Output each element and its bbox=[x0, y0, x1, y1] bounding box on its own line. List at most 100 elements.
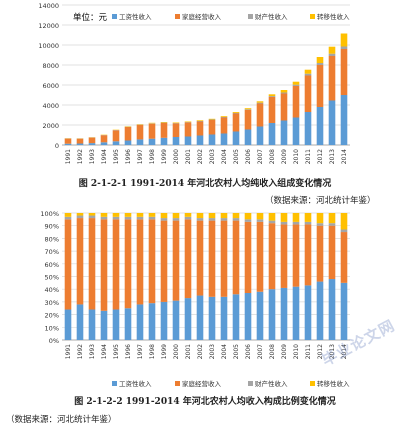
bar-segment-3 bbox=[148, 216, 156, 220]
bar-segment-2 bbox=[340, 232, 348, 283]
x-tick-label: 2009 bbox=[281, 149, 288, 164]
x-tick-label: 2002 bbox=[197, 344, 204, 359]
x-tick-label: 1999 bbox=[161, 344, 168, 359]
bar-segment-3 bbox=[340, 229, 348, 233]
x-tick-label: 2012 bbox=[317, 344, 324, 359]
x-tick-label: 1992 bbox=[77, 344, 84, 359]
bar-segment-4 bbox=[292, 81, 300, 85]
legend-swatch bbox=[112, 381, 117, 386]
x-tick-label: 1994 bbox=[101, 149, 108, 164]
bar-segment-2 bbox=[148, 219, 156, 304]
bar-segment-2 bbox=[88, 218, 96, 310]
bar-segment-4 bbox=[196, 120, 204, 121]
y-tick-label: 70% bbox=[45, 248, 59, 256]
bar-segment-2 bbox=[64, 138, 72, 144]
x-tick-label: 2014 bbox=[341, 149, 348, 164]
bar-segment-2 bbox=[292, 86, 300, 118]
y-tick-label: 80% bbox=[45, 235, 59, 243]
bar-segment-2 bbox=[256, 221, 264, 292]
x-tick-label: 2011 bbox=[305, 344, 312, 359]
bar-segment-1 bbox=[112, 141, 120, 145]
legend-label: 工资性收入 bbox=[119, 12, 152, 21]
bar-segment-4 bbox=[172, 213, 180, 219]
x-tick-label: 2006 bbox=[245, 149, 252, 164]
bar-segment-3 bbox=[292, 221, 300, 225]
bar-segment-4 bbox=[148, 213, 156, 217]
legend-label: 工资性收入 bbox=[119, 379, 152, 388]
bar-segment-4 bbox=[136, 213, 144, 217]
bar-segment-3 bbox=[112, 216, 120, 220]
x-tick-label: 1992 bbox=[77, 149, 84, 164]
bar-segment-2 bbox=[328, 225, 336, 280]
bar-segment-1 bbox=[184, 136, 192, 145]
bar-segment-2 bbox=[292, 224, 300, 287]
legend-label: 财产性收入 bbox=[255, 12, 288, 21]
x-tick-label: 2009 bbox=[281, 344, 288, 359]
bar-segment-1 bbox=[292, 286, 300, 340]
bar-segment-3 bbox=[232, 218, 240, 221]
y-tick-label: 4000 bbox=[42, 102, 59, 110]
bar-segment-2 bbox=[160, 220, 168, 302]
bar-segment-3 bbox=[196, 121, 204, 122]
x-tick-label: 1993 bbox=[89, 149, 96, 164]
bar-segment-1 bbox=[316, 107, 324, 145]
bar-segment-2 bbox=[328, 56, 336, 101]
bar-segment-1 bbox=[88, 143, 96, 145]
bar-segment-1 bbox=[88, 309, 96, 340]
figure-1-caption: 图 2-1-2-1 1991-2014 年河北农村人均纯收入组成变化情况 bbox=[78, 179, 332, 189]
x-tick-label: 1991 bbox=[65, 149, 72, 164]
bar-segment-2 bbox=[136, 124, 144, 140]
x-tick-label: 1993 bbox=[89, 344, 96, 359]
bar-segment-2 bbox=[196, 220, 204, 296]
bar-segment-1 bbox=[268, 289, 276, 340]
bar-segment-3 bbox=[316, 223, 324, 226]
bar-segment-4 bbox=[232, 213, 240, 219]
bar-segment-3 bbox=[268, 220, 276, 224]
bar-segment-1 bbox=[220, 296, 228, 340]
bar-segment-4 bbox=[220, 116, 228, 117]
bar-segment-4 bbox=[208, 118, 216, 120]
bar-segment-3 bbox=[124, 216, 132, 220]
bar-segment-1 bbox=[280, 120, 288, 145]
bar-segment-1 bbox=[184, 298, 192, 340]
bar-segment-1 bbox=[268, 123, 276, 145]
bar-segment-1 bbox=[196, 135, 204, 145]
bar-segment-2 bbox=[196, 121, 204, 136]
chart-income-composition: 0 2000 4000 6000 8000 10000 12000 14000 1991 199… bbox=[38, 2, 350, 164]
bar-segment-3 bbox=[280, 92, 288, 94]
y-tick-label: 10000 bbox=[38, 42, 59, 50]
bar-segment-3 bbox=[292, 84, 300, 86]
bar-segment-4 bbox=[280, 213, 288, 222]
bar-segment-1 bbox=[112, 309, 120, 340]
bar-segment-3 bbox=[172, 218, 180, 221]
x-tick-label: 2005 bbox=[233, 149, 240, 164]
bar-segment-2 bbox=[232, 113, 240, 132]
bar-segment-3 bbox=[268, 96, 276, 97]
figure-2-source: （数据来源：河北统计年鉴） bbox=[6, 415, 117, 425]
bar-segment-1 bbox=[256, 126, 264, 145]
y-tick-label: 20% bbox=[45, 312, 59, 320]
figure-1-source: （数据来源：河北统计年鉴） bbox=[265, 196, 376, 206]
bar-segment-4 bbox=[244, 108, 252, 110]
bar-segment-3 bbox=[220, 117, 228, 118]
x-tick-label: 2013 bbox=[329, 149, 336, 164]
x-tick-label: 1994 bbox=[101, 344, 108, 359]
bar-segment-1 bbox=[340, 282, 348, 340]
y-tick-label: 30% bbox=[45, 299, 59, 307]
bar-segment-2 bbox=[76, 138, 84, 144]
bar-segment-1 bbox=[304, 112, 312, 145]
bar-segment-1 bbox=[160, 137, 168, 145]
x-tick-label: 1997 bbox=[137, 344, 144, 359]
bar-segment-4 bbox=[328, 46, 336, 54]
x-tick-label: 2002 bbox=[197, 149, 204, 164]
bar-segment-4 bbox=[184, 213, 192, 217]
bar-segment-1 bbox=[244, 293, 252, 340]
y-tick-label: 0% bbox=[49, 337, 59, 345]
bar-segment-1 bbox=[64, 143, 72, 145]
x-tick-label: 1991 bbox=[65, 344, 72, 359]
bar-segment-1 bbox=[208, 134, 216, 145]
x-tick-label: 2003 bbox=[209, 344, 216, 359]
bar-segment-4 bbox=[148, 122, 156, 124]
bar-segment-4 bbox=[268, 213, 276, 221]
x-tick-label: 2000 bbox=[173, 344, 180, 359]
